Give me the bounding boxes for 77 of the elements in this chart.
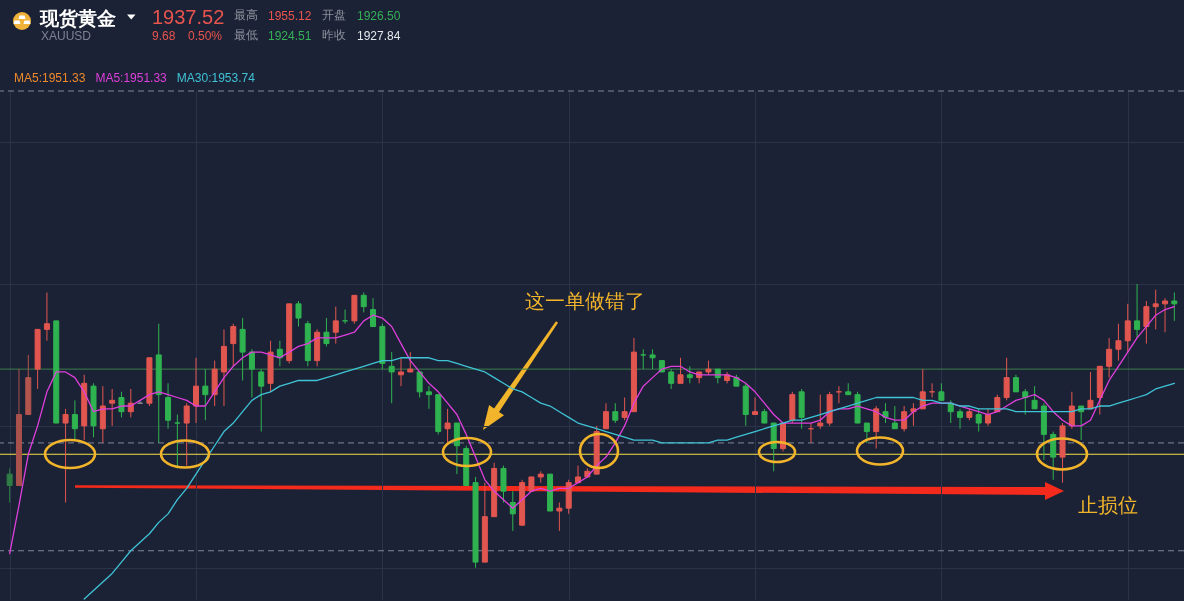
- candlestick: [388, 351, 395, 404]
- candlestick: [6, 467, 13, 504]
- text: 1924.51: [268, 29, 312, 43]
- candlestick: [397, 357, 404, 387]
- candlestick: [621, 397, 628, 421]
- candlestick: [1050, 431, 1057, 481]
- chart-subtitle: XAUUSD: [41, 29, 92, 43]
- candlestick: [752, 397, 759, 416]
- candlestick: [1162, 297, 1169, 333]
- text: 开盘: [322, 8, 346, 22]
- candlestick: [118, 391, 125, 418]
- text: 最高: [234, 8, 258, 22]
- candlestick: [957, 408, 964, 430]
- candlestick: [202, 368, 209, 421]
- candlestick: [453, 422, 460, 475]
- candlestick: [239, 317, 246, 381]
- legend-label: MA5:1951.33: [14, 71, 86, 85]
- text: MA30:1953.74: [176, 71, 255, 85]
- candlestick: [342, 309, 349, 325]
- candlestick: [295, 300, 302, 328]
- candlestick: [1134, 283, 1141, 339]
- candlestick: [425, 385, 432, 410]
- candlestick: [640, 348, 647, 370]
- candlestick: [1152, 289, 1159, 330]
- candlestick: [407, 351, 414, 373]
- candlestick: [668, 368, 675, 390]
- candlestick: [332, 306, 339, 345]
- candlestick: [1115, 323, 1122, 362]
- candlestick: [500, 465, 507, 504]
- annotation: 止损位: [1078, 494, 1138, 516]
- candlestick: [612, 402, 619, 424]
- chart-title: 现货黄金: [40, 8, 116, 29]
- candlestick: [183, 402, 190, 467]
- candlestick: [649, 348, 656, 370]
- candlestick: [602, 402, 609, 430]
- candlestick: [975, 408, 982, 433]
- candlestick: [863, 422, 870, 444]
- candlestick: [99, 385, 106, 444]
- annotation: 这一单做错了: [525, 290, 645, 312]
- candlestick: [901, 405, 908, 433]
- text: 9.68: [152, 29, 176, 43]
- candlestick: [677, 357, 684, 384]
- candlestick: [873, 405, 880, 450]
- text: 最低: [234, 28, 258, 42]
- text: MA5:1951.33: [95, 71, 167, 85]
- candlestick: [891, 405, 898, 430]
- candlestick: [71, 399, 78, 441]
- text: 1955.12: [268, 9, 312, 23]
- candlestick: [1031, 385, 1038, 410]
- text: 1927.84: [357, 29, 401, 43]
- candlestick: [1124, 303, 1131, 353]
- candlestick: [817, 394, 824, 430]
- candlestick: [1106, 337, 1113, 379]
- candlestick: [1143, 300, 1150, 345]
- candlestick: [43, 292, 50, 342]
- candlestick: [248, 348, 255, 398]
- text: 1926.50: [357, 9, 401, 23]
- candlestick: [370, 297, 377, 328]
- candlestick: [509, 490, 516, 532]
- candlestick: [1003, 357, 1010, 401]
- candlestick: [416, 371, 423, 398]
- text: 昨收: [322, 28, 346, 42]
- candlestick: [360, 292, 367, 313]
- candlestick: [230, 323, 237, 367]
- candlestick: [556, 502, 563, 532]
- candlestick: [444, 408, 451, 444]
- candlestick: [1068, 391, 1075, 430]
- candlestick: [62, 408, 69, 504]
- text: 1937.52: [152, 6, 225, 28]
- candlestick: [882, 402, 889, 424]
- candlestick: [165, 382, 172, 430]
- candlestick: [109, 388, 116, 427]
- candlestick: [193, 357, 200, 424]
- text: 0.50%: [188, 29, 223, 43]
- candlestick: [1171, 292, 1178, 322]
- candlestick: [1087, 371, 1094, 410]
- candlestick: [258, 368, 265, 433]
